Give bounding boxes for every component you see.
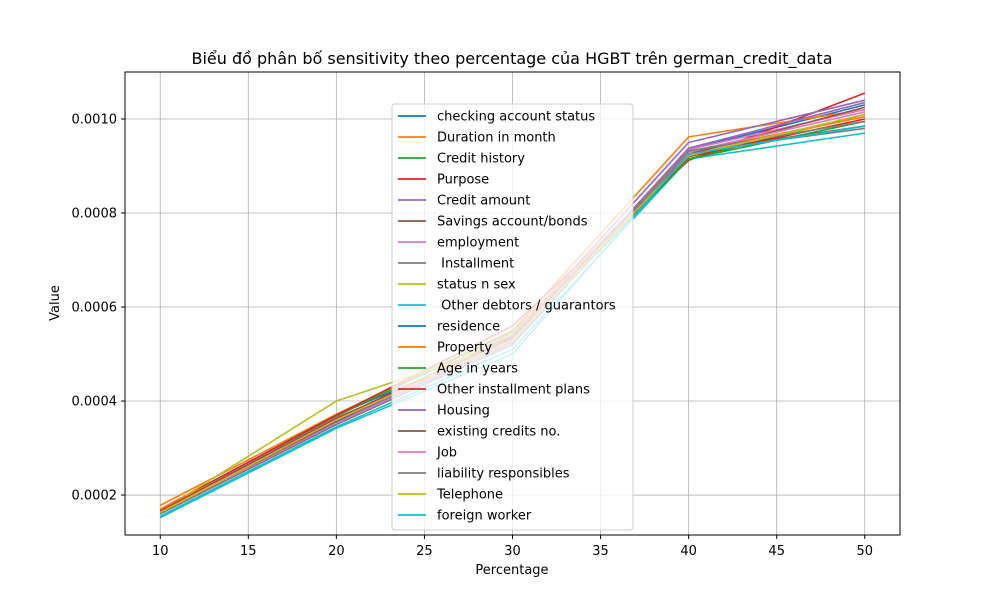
legend-label: Other debtors / guarantors	[437, 299, 616, 314]
legend-label: Installment	[437, 257, 514, 272]
legend: checking account status Duration in month…	[391, 103, 634, 531]
legend-label: Housing	[437, 404, 490, 419]
legend-label: residence	[437, 320, 500, 335]
legend-label: foreign worker	[437, 509, 532, 524]
x-tick-label: 25	[416, 544, 433, 559]
y-tick-label: 0.0004	[72, 395, 118, 410]
y-axis-title: Value	[48, 285, 63, 321]
legend-label: existing credits no.	[437, 425, 560, 440]
legend-label: Other installment plans	[437, 383, 590, 398]
legend-label: Property	[437, 341, 492, 356]
x-tick-label: 35	[592, 544, 609, 559]
legend-label: Job	[436, 446, 457, 461]
legend-label: Purpose	[437, 173, 489, 188]
chart-title: Biểu đồ phân bố sensitivity theo percent…	[191, 49, 832, 69]
x-tick-label: 10	[152, 544, 169, 559]
legend-label: Telephone	[436, 488, 503, 503]
legend-label: status n sex	[437, 278, 516, 293]
legend-label: Duration in month	[437, 131, 556, 146]
x-tick-label: 30	[504, 544, 521, 559]
tick-layer: 10 15 20 25 30 35 40 45 50 0.0002 0.0004 0.0006 0.00…	[72, 113, 874, 559]
y-tick-label: 0.0002	[72, 489, 118, 504]
legend-label: liability responsibles	[437, 467, 570, 482]
x-axis-title: Percentage	[475, 563, 548, 578]
y-tick-label: 0.0010	[72, 113, 118, 128]
x-tick-label: 40	[680, 544, 697, 559]
legend-label: employment	[437, 236, 519, 251]
legend-box	[391, 103, 634, 531]
x-tick-label: 15	[240, 544, 257, 559]
y-tick-label: 0.0006	[72, 301, 118, 316]
legend-label: Age in years	[437, 362, 518, 377]
legend-label: Credit history	[437, 152, 525, 167]
y-tick-label: 0.0008	[72, 207, 118, 222]
x-tick-label: 45	[768, 544, 785, 559]
x-tick-label: 20	[328, 544, 345, 559]
legend-label: Credit amount	[437, 194, 530, 209]
legend-label: Savings account/bonds	[437, 215, 588, 230]
legend-label: checking account status	[437, 110, 595, 125]
x-tick-label: 50	[856, 544, 873, 559]
